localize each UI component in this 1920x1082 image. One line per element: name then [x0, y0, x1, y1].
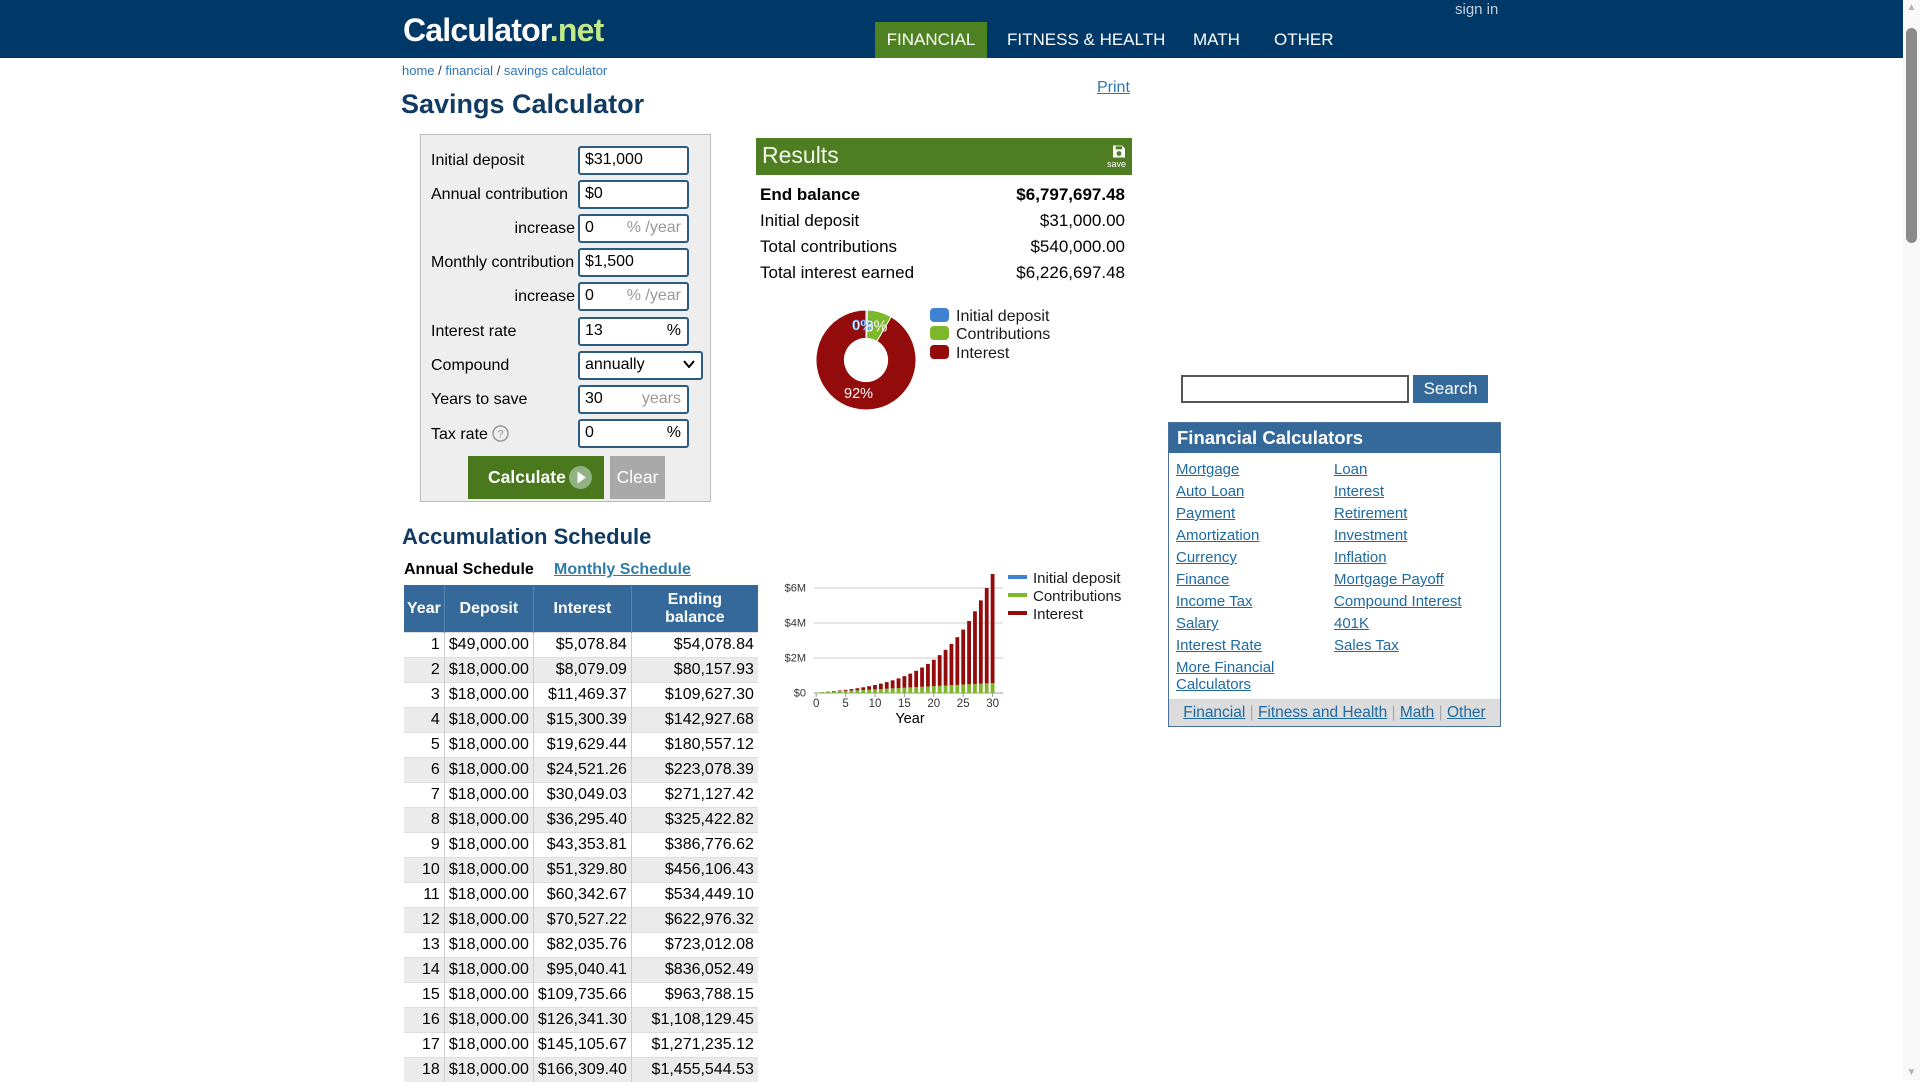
- svg-text:Initial deposit: Initial deposit: [1033, 570, 1121, 587]
- svg-text:$6M: $6M: [785, 583, 806, 595]
- svg-text:25: 25: [957, 698, 970, 710]
- svg-text:Year: Year: [895, 711, 924, 727]
- svg-text:15: 15: [898, 698, 911, 710]
- svg-text:Contributions: Contributions: [1033, 588, 1121, 605]
- svg-text:$4M: $4M: [785, 618, 806, 630]
- svg-text:30: 30: [986, 698, 999, 710]
- svg-text:Interest: Interest: [1033, 606, 1084, 623]
- svg-text:5: 5: [842, 698, 848, 710]
- svg-text:$0: $0: [794, 688, 806, 700]
- svg-text:$2M: $2M: [785, 653, 806, 665]
- svg-text:0: 0: [813, 698, 819, 710]
- svg-text:92%: 92%: [844, 386, 873, 402]
- svg-text:20: 20: [927, 698, 940, 710]
- svg-text:?: ?: [498, 429, 504, 441]
- svg-text:8%: 8%: [865, 319, 888, 336]
- svg-text:10: 10: [869, 698, 882, 710]
